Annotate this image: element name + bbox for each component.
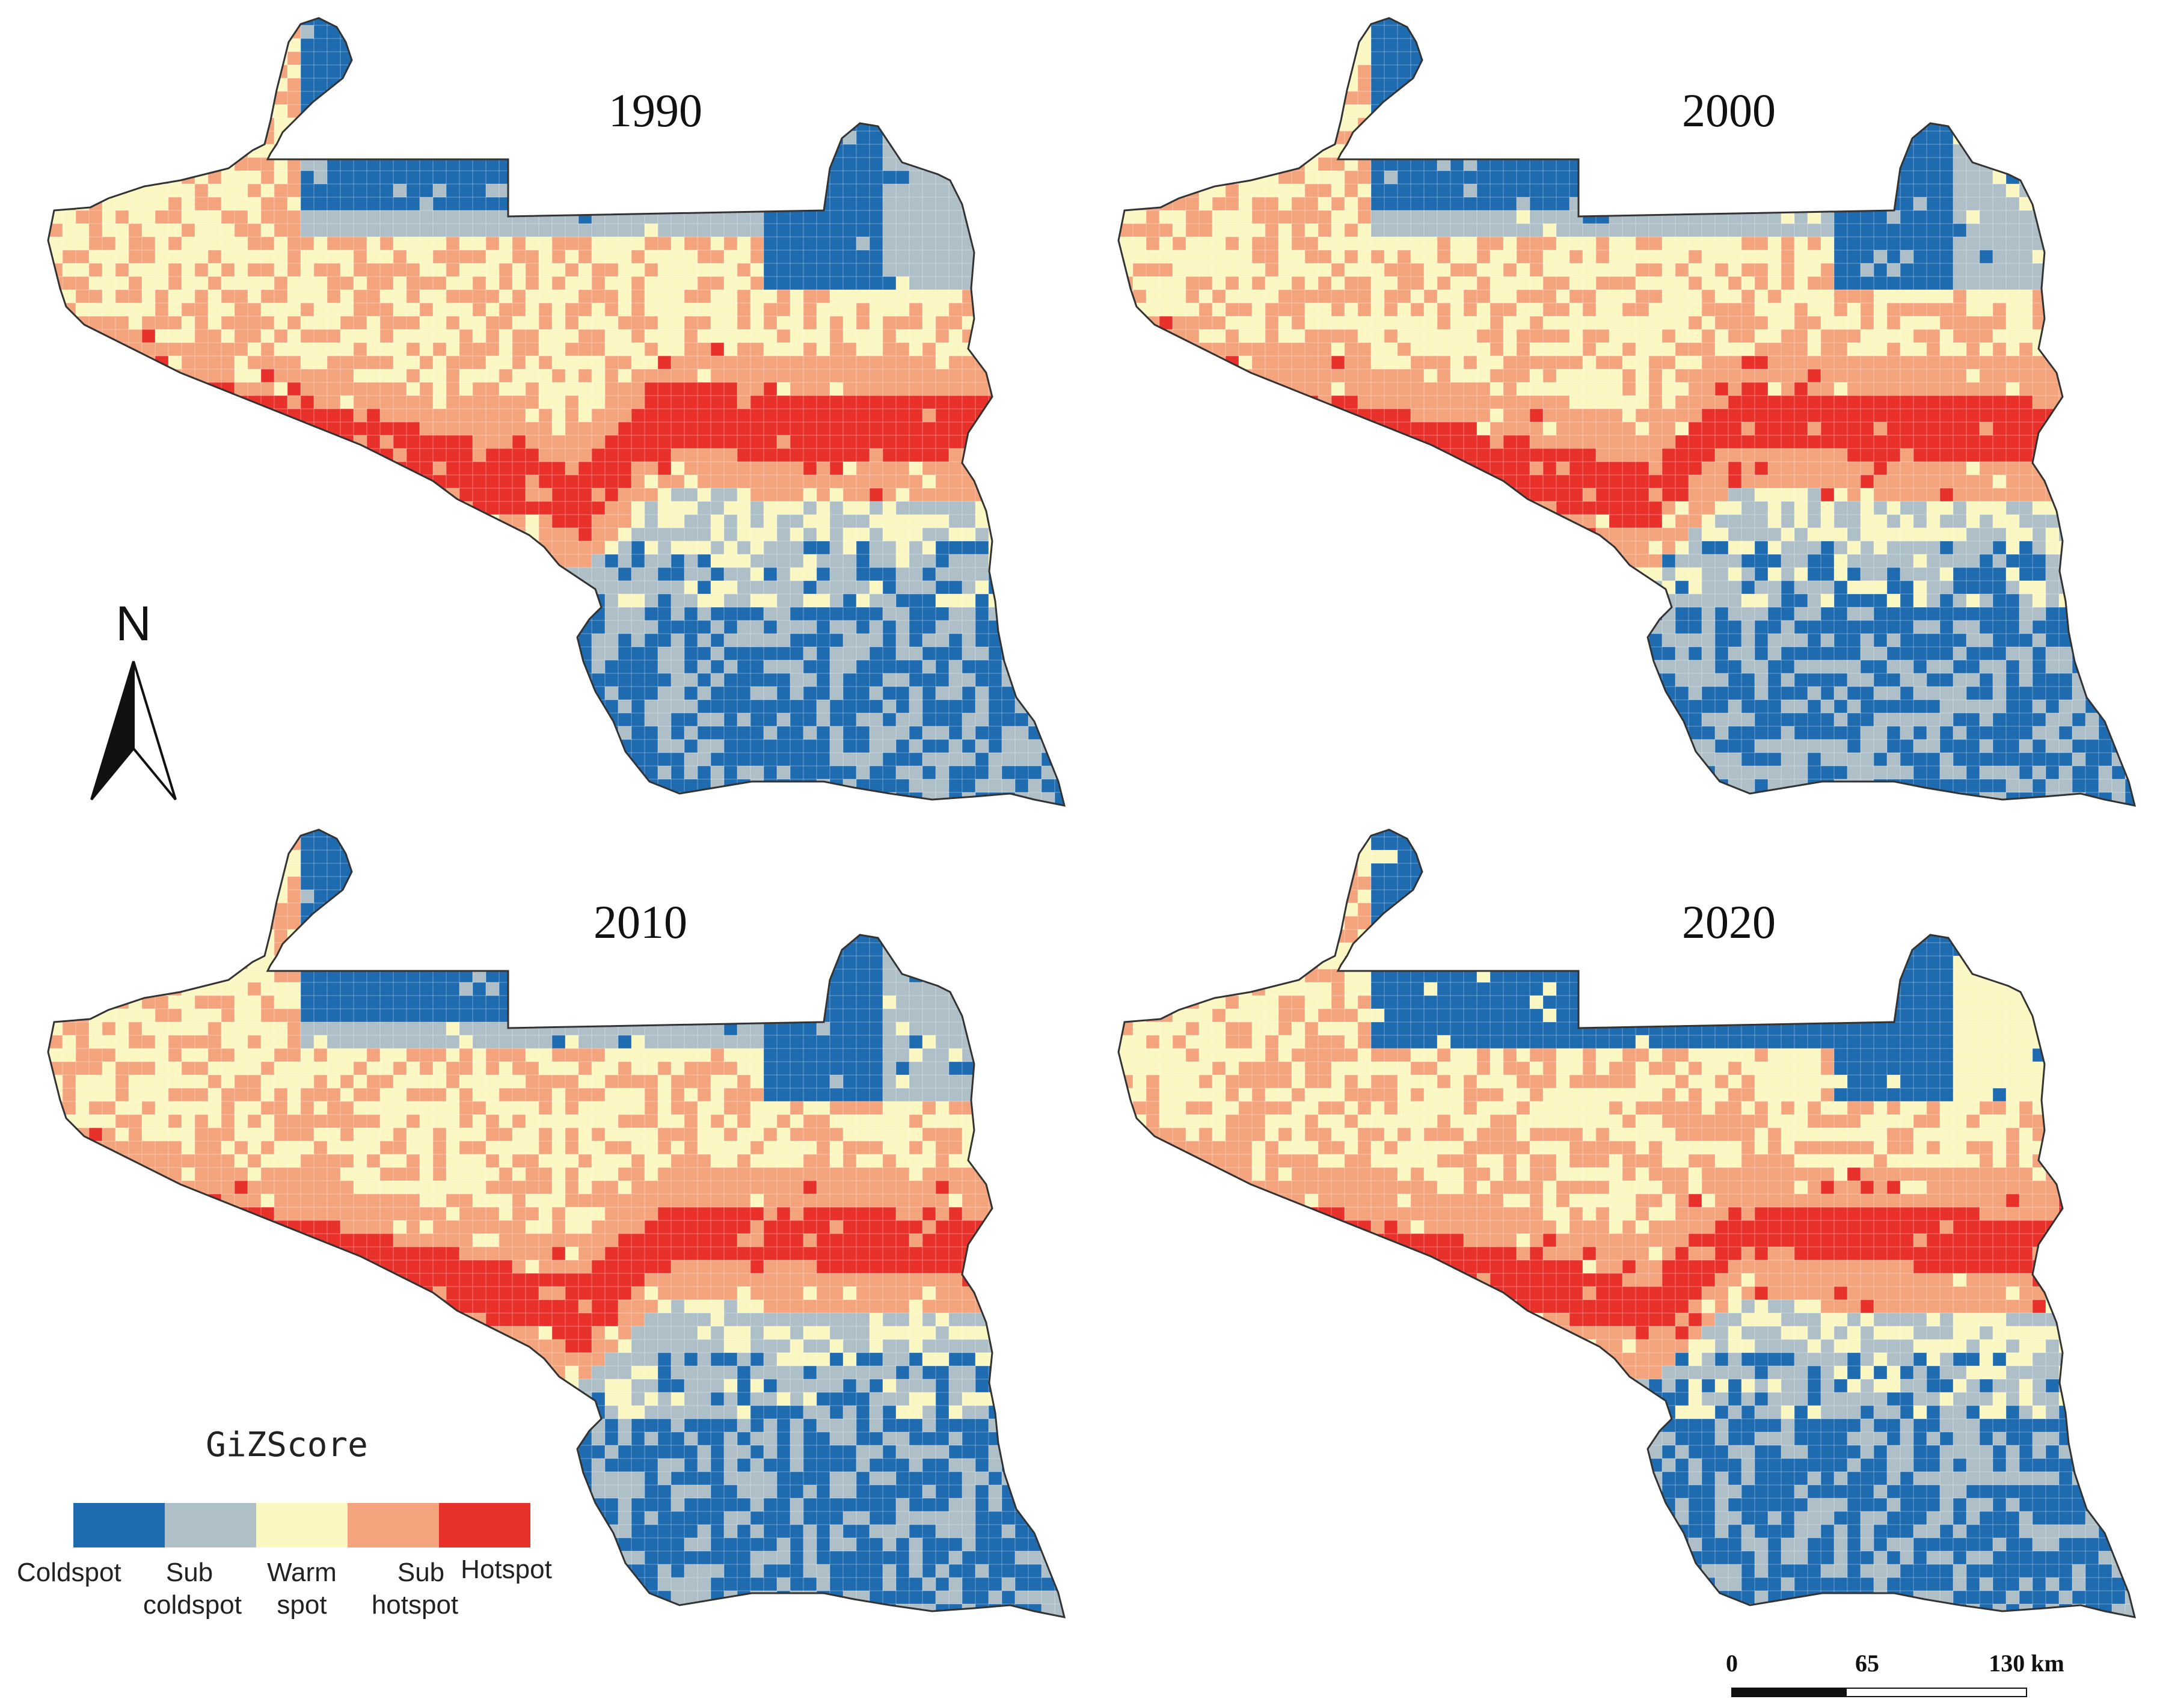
legend-swatch-coldspot [73,1503,165,1547]
legend-label-sub-coldspot: Sub coldspot [143,1558,242,1620]
gi-zscore-grid [1118,830,2135,1617]
panel-year-title-2020: 2020 [1682,896,1776,948]
legend-swatch-sub-coldspot [165,1503,256,1547]
scale-label-0: 0 [1726,1650,1738,1677]
region-boundary [47,828,1066,1618]
legend-swatch-hotspot [439,1503,530,1547]
legend-label-warm-spot: Warm spot [267,1558,337,1620]
scale-label-130: 130 km [1989,1650,2064,1677]
scale-label-65: 65 [1855,1650,1879,1677]
map-panel-2000 [1117,17,2137,807]
legend-label-hotspot: Hotspot [461,1555,552,1584]
panel-year-title-2010: 2010 [594,896,687,948]
legend-title: GiZScore [206,1425,368,1465]
north-arrow-dark-half [90,661,135,801]
scale-bar-light-segment [1846,1688,2027,1697]
legend-label-sub-hotspot: Sub hotspot [372,1558,458,1620]
legend-swatch-warm-spot [256,1503,348,1547]
panel-year-title-1990: 1990 [609,84,702,136]
region-boundary [47,17,1066,807]
region-boundary [1117,828,2137,1618]
gi-zscore-grid [1118,18,2135,806]
panel-year-title-2000: 2000 [1682,84,1776,136]
scale-bar: 0 65 130 km [1726,1650,2064,1697]
map-panel-1990 [47,17,1066,807]
legend: GiZScore Coldspot Sub coldspot Warm spot Sub h… [17,1425,552,1620]
legend-label-coldspot: Coldspot [17,1558,121,1587]
north-arrow: N [90,596,177,801]
legend-swatch-sub-hotspot [348,1503,439,1547]
gi-zscore-grid [48,18,1064,806]
north-arrow-light-half [132,661,177,801]
map-panel-2020 [1117,828,2137,1618]
legend-labels: Coldspot Sub coldspot Warm spot Sub hotspotHot… [17,1555,552,1620]
region-boundary [1117,17,2137,807]
scale-bar-dark-segment [1731,1688,1847,1697]
north-arrow-letter: N [115,596,151,651]
legend-swatches [73,1503,530,1547]
